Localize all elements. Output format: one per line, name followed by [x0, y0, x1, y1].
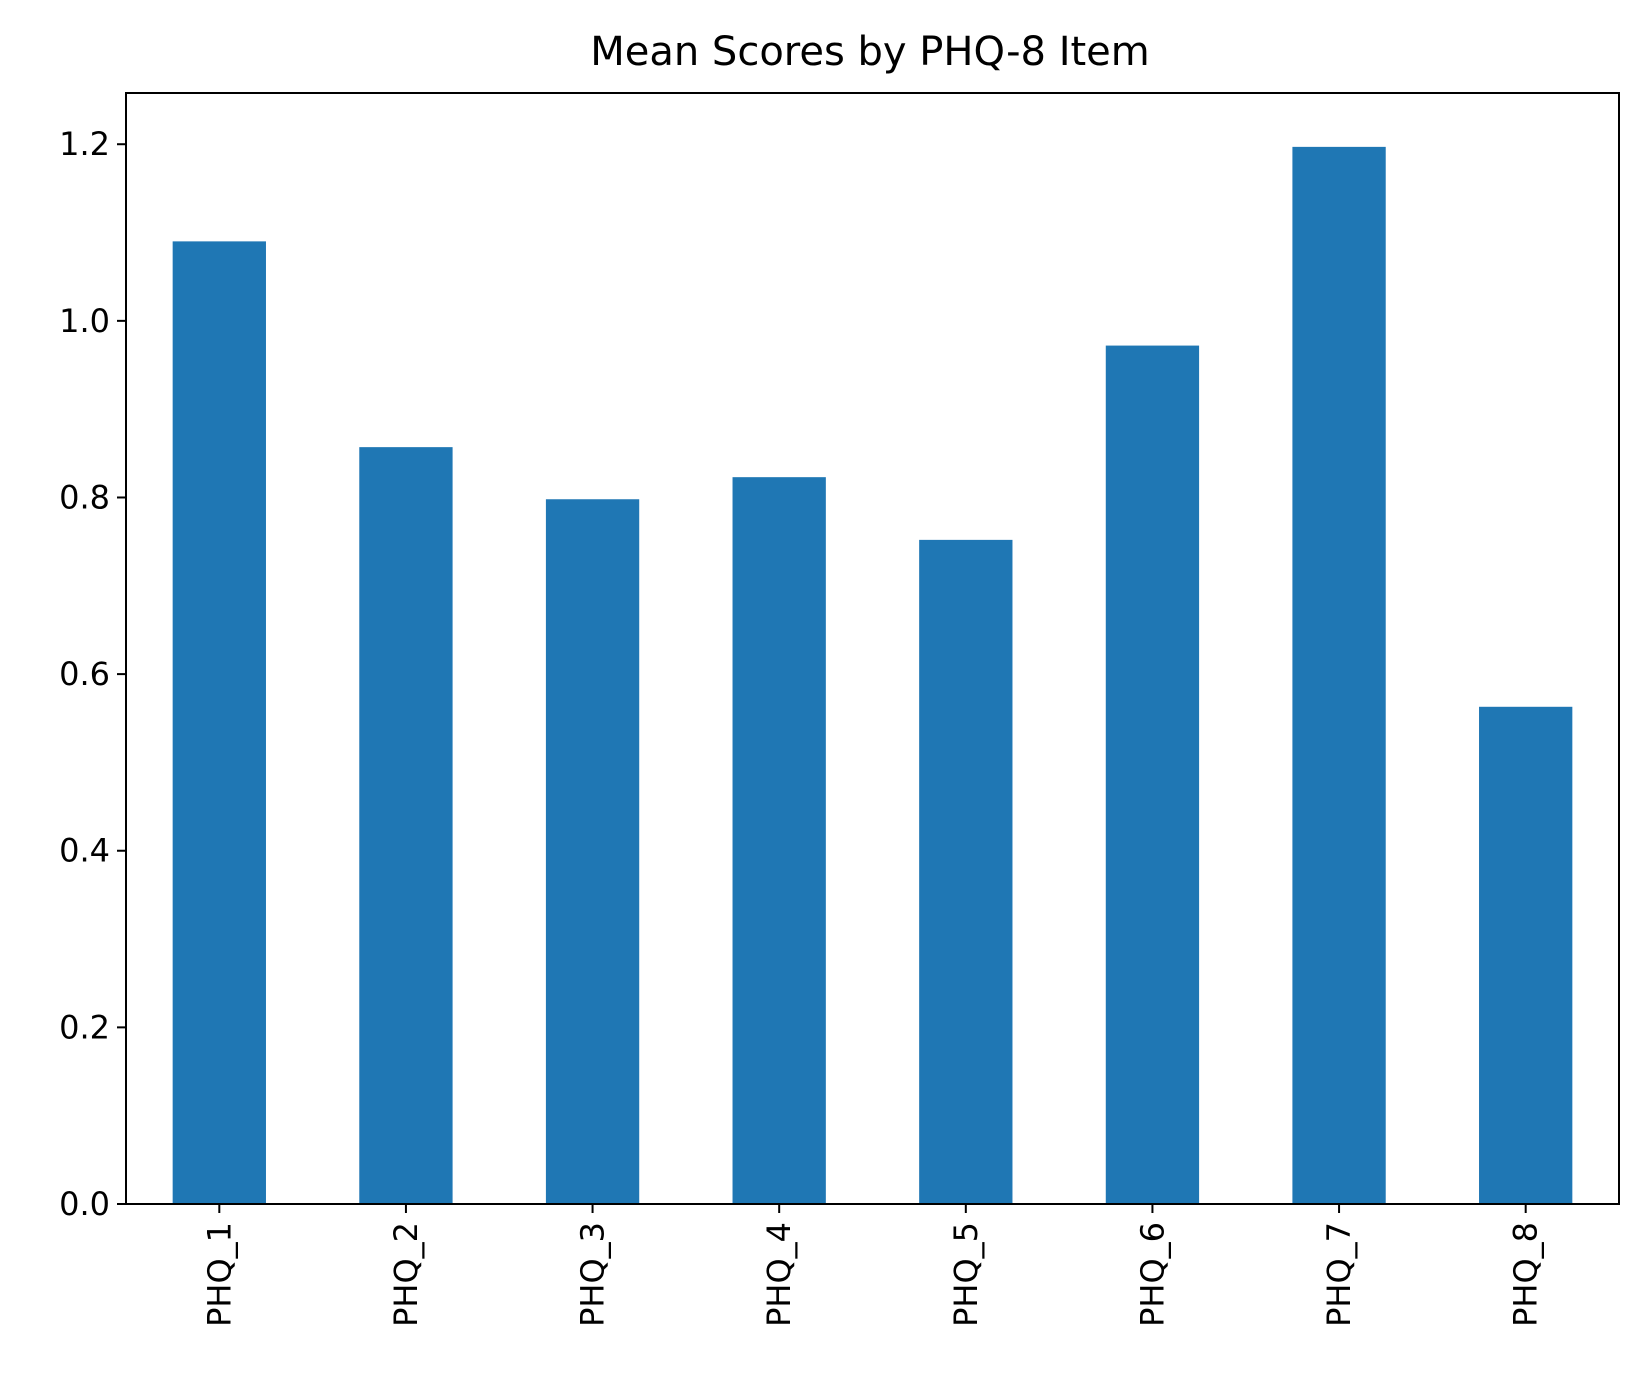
y-tick-label: 0.4 — [59, 832, 110, 870]
bar-PHQ_2 — [359, 447, 453, 1204]
x-tick-label: PHQ_6 — [1133, 1222, 1171, 1327]
y-axis: 0.0 0.2 0.4 0.6 0.8 1.0 1.2 — [59, 125, 126, 1223]
bar-PHQ_6 — [1105, 345, 1200, 1205]
bar-PHQ_3 — [545, 499, 640, 1204]
plot-frame — [125, 92, 1620, 1205]
bar-PHQ_4 — [732, 477, 826, 1204]
x-tick-label: PHQ_1 — [200, 1222, 238, 1327]
bar-PHQ_8 — [1479, 706, 1573, 1204]
y-tick-label: 1.0 — [59, 302, 110, 340]
x-tick-label: PHQ_3 — [574, 1222, 612, 1327]
bars-layer — [172, 146, 1573, 1205]
bar-PHQ_5 — [919, 539, 1013, 1204]
x-tick-label: PHQ_2 — [387, 1222, 425, 1327]
y-tick-label: 0.0 — [59, 1185, 110, 1223]
y-tick-label: 0.8 — [59, 478, 110, 516]
bar-PHQ_7 — [1292, 146, 1386, 1204]
x-tick-label: PHQ_4 — [760, 1222, 798, 1327]
x-tick-label: PHQ_5 — [947, 1222, 985, 1327]
y-tick-label: 0.2 — [59, 1008, 110, 1046]
chart-title: Mean Scores by PHQ-8 Item — [590, 29, 1150, 75]
x-axis: PHQ_1 PHQ_2 PHQ_3 PHQ_4 PHQ_5 PHQ_6 PHQ_7 PHQ_8 — [200, 1204, 1545, 1327]
x-tick-label: PHQ_8 — [1507, 1222, 1545, 1327]
y-tick-label: 0.6 — [59, 655, 110, 693]
bar-PHQ_1 — [172, 241, 266, 1204]
x-tick-label: PHQ_7 — [1320, 1222, 1358, 1327]
y-tick-label: 1.2 — [59, 125, 110, 163]
